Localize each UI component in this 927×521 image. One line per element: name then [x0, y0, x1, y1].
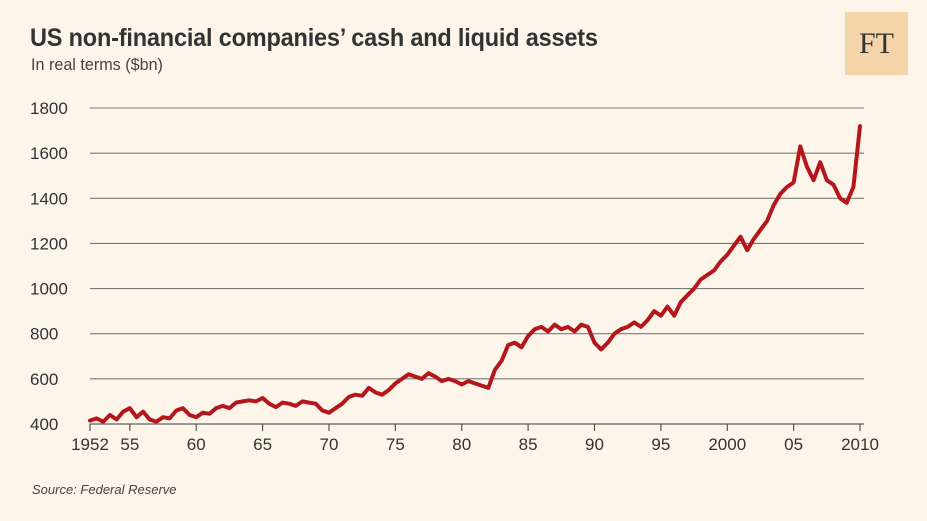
x-tick-label: 55 [120, 435, 139, 454]
y-tick-label: 600 [30, 370, 58, 389]
chart-title: US non-financial companies’ cash and liq… [30, 24, 598, 52]
x-tick-label: 70 [320, 435, 339, 454]
ft-logo: FT [845, 12, 908, 75]
x-tick-label: 60 [187, 435, 206, 454]
y-tick-label: 800 [30, 325, 58, 344]
y-tick-label: 1600 [30, 144, 68, 163]
x-tick-label: 90 [585, 435, 604, 454]
x-tick-label: 80 [452, 435, 471, 454]
grid-lines [90, 107, 864, 425]
x-tick-label: 05 [784, 435, 803, 454]
y-tick-label: 400 [30, 415, 58, 434]
source-note: Source: Federal Reserve [32, 482, 177, 497]
x-tick-label: 2000 [708, 435, 746, 454]
series-layer [88, 124, 862, 424]
y-tick-label: 1800 [30, 99, 68, 118]
series-line-0 [88, 124, 862, 424]
x-tick-label: 2010 [841, 435, 879, 454]
y-tick-label: 1000 [30, 280, 68, 299]
chart-subtitle: In real terms ($bn) [31, 55, 163, 74]
x-tick-label: 85 [519, 435, 538, 454]
x-tick-label: 75 [386, 435, 405, 454]
y-tick-label: 1200 [30, 234, 68, 253]
x-tick-label: 65 [253, 435, 272, 454]
x-axis-ticks: 1952 55 60 65 70 75 80 85 90 95 2000 05 2010 [71, 424, 879, 454]
y-axis-ticks: 400 600 800 1000 1200 1400 1600 1800 [30, 99, 68, 434]
y-tick-label: 1400 [30, 189, 68, 208]
x-tick-label: 95 [651, 435, 670, 454]
x-tick-label: 1952 [71, 435, 109, 454]
